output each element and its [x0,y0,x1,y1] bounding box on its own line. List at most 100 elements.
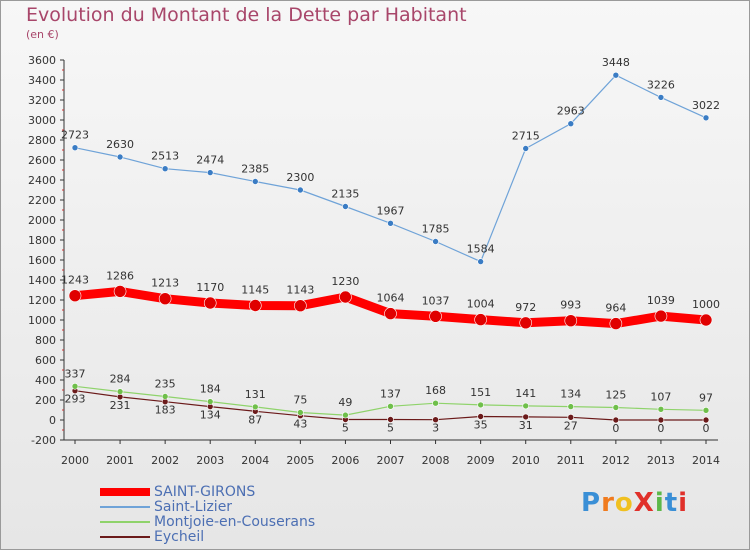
data-label-saint-girons: 972 [515,301,536,314]
legend-label: Saint-Lizier [154,499,233,515]
y-tick-label: 2600 [28,154,56,167]
data-point-montjoie-en-couserans [432,399,439,407]
x-tick-label: 2012 [602,454,630,467]
y-tick-label: 0 [49,414,56,427]
x-tick-label: 2013 [647,454,675,467]
data-label-saint-lizier: 2513 [151,150,179,163]
data-point-saint-girons [339,290,352,304]
series-line-saint-lizier [74,74,707,263]
data-point-saint-lizier [657,94,665,101]
data-label-saint-lizier: 3226 [647,78,675,91]
data-label-montjoie-en-couserans: 184 [200,383,221,396]
data-label-montjoie-en-couserans: 137 [380,387,401,400]
data-label-eycheil: 0 [703,422,710,435]
data-label-saint-lizier: 3448 [602,56,630,69]
data-label-eycheil: 134 [200,409,221,422]
data-label-saint-girons: 1145 [241,284,269,297]
data-label-eycheil: 87 [248,413,262,426]
data-label-eycheil: 3 [432,422,439,435]
legend-swatch [100,506,150,508]
data-label-eycheil: 43 [293,418,307,431]
data-label-montjoie-en-couserans: 125 [605,389,626,402]
data-point-eycheil [657,416,665,424]
data-point-montjoie-en-couserans [387,402,394,410]
data-point-saint-girons [609,317,623,330]
data-point-saint-girons [474,313,487,326]
data-point-eycheil [567,413,575,421]
data-label-montjoie-en-couserans: 134 [560,388,581,401]
legend-label: Montjoie-en-Couserans [154,514,316,530]
data-point-eycheil [387,416,394,423]
x-tick-label: 2005 [286,454,314,467]
data-point-saint-girons [699,313,713,327]
y-tick-label: 3200 [28,94,56,107]
y-tick-label: 400 [35,374,56,387]
data-label-saint-girons: 1243 [61,274,89,287]
data-label-saint-lizier: 1967 [377,204,405,217]
data-point-montjoie-en-couserans [657,405,665,413]
data-label-eycheil: 35 [474,419,488,432]
proxiti-logo: ProXiti [581,488,689,518]
y-tick-label: 2200 [28,194,56,207]
x-tick-label: 2004 [241,454,269,467]
data-point-saint-lizier [612,71,620,79]
data-point-saint-lizier [251,178,259,185]
data-point-saint-girons [564,314,578,328]
data-point-saint-girons [113,285,127,298]
y-tick-label: 2000 [28,214,56,227]
x-tick-label: 2000 [61,454,89,467]
y-tick-label: 1600 [28,254,56,267]
data-label-saint-girons: 1286 [106,269,134,282]
data-label-saint-lizier: 2300 [286,171,314,184]
y-tick-label: 1400 [28,274,56,287]
data-point-montjoie-en-couserans [297,409,304,416]
y-tick-label: 1800 [28,234,56,247]
data-point-eycheil [432,416,439,424]
data-point-saint-lizier [567,120,575,127]
data-label-montjoie-en-couserans: 49 [338,396,352,409]
data-label-saint-lizier: 1584 [467,243,495,256]
data-label-eycheil: 183 [155,404,176,417]
data-point-montjoie-en-couserans [342,411,349,419]
data-label-saint-girons: 1037 [422,294,450,307]
data-point-saint-lizier [702,114,710,122]
y-tick-label: 600 [35,354,56,367]
data-label-saint-girons: 1213 [151,277,179,290]
data-label-saint-lizier: 2715 [512,130,540,143]
data-label-saint-lizier: 2723 [61,129,89,142]
data-point-saint-girons [203,296,217,310]
data-point-saint-lizier [477,258,484,265]
x-tick-label: 2009 [467,454,495,467]
x-tick-label: 2010 [512,454,540,467]
data-point-eycheil [702,416,710,424]
data-label-saint-lizier: 2474 [196,154,224,167]
data-point-montjoie-en-couserans [251,403,259,411]
data-label-montjoie-en-couserans: 75 [293,394,307,407]
data-point-saint-lizier [116,153,124,161]
data-point-saint-lizier [432,238,439,245]
x-tick-label: 2007 [377,454,405,467]
x-tick-label: 2001 [106,454,134,467]
data-label-saint-lizier: 3022 [692,99,720,112]
data-label-saint-lizier: 2963 [557,105,585,118]
data-label-saint-girons: 1064 [377,292,405,305]
data-point-montjoie-en-couserans [702,406,710,414]
legend-swatch [100,521,150,523]
data-point-montjoie-en-couserans [477,401,484,409]
y-tick-label: 3600 [28,54,56,67]
data-label-saint-girons: 1004 [467,298,495,311]
data-label-eycheil: 31 [519,419,533,432]
chart-title: Evolution du Montant de la Dette par Hab… [26,4,467,26]
data-label-saint-girons: 1000 [692,298,720,311]
data-point-eycheil [522,413,530,421]
data-label-saint-girons: 964 [605,302,626,315]
data-point-montjoie-en-couserans [206,398,214,405]
data-point-saint-lizier [71,144,79,151]
data-label-saint-lizier: 1785 [422,223,450,236]
data-point-montjoie-en-couserans [71,382,79,390]
y-tick-label: 800 [35,334,56,347]
data-label-montjoie-en-couserans: 151 [470,386,491,399]
legend-swatch [100,536,150,538]
data-label-eycheil: 27 [564,419,578,432]
